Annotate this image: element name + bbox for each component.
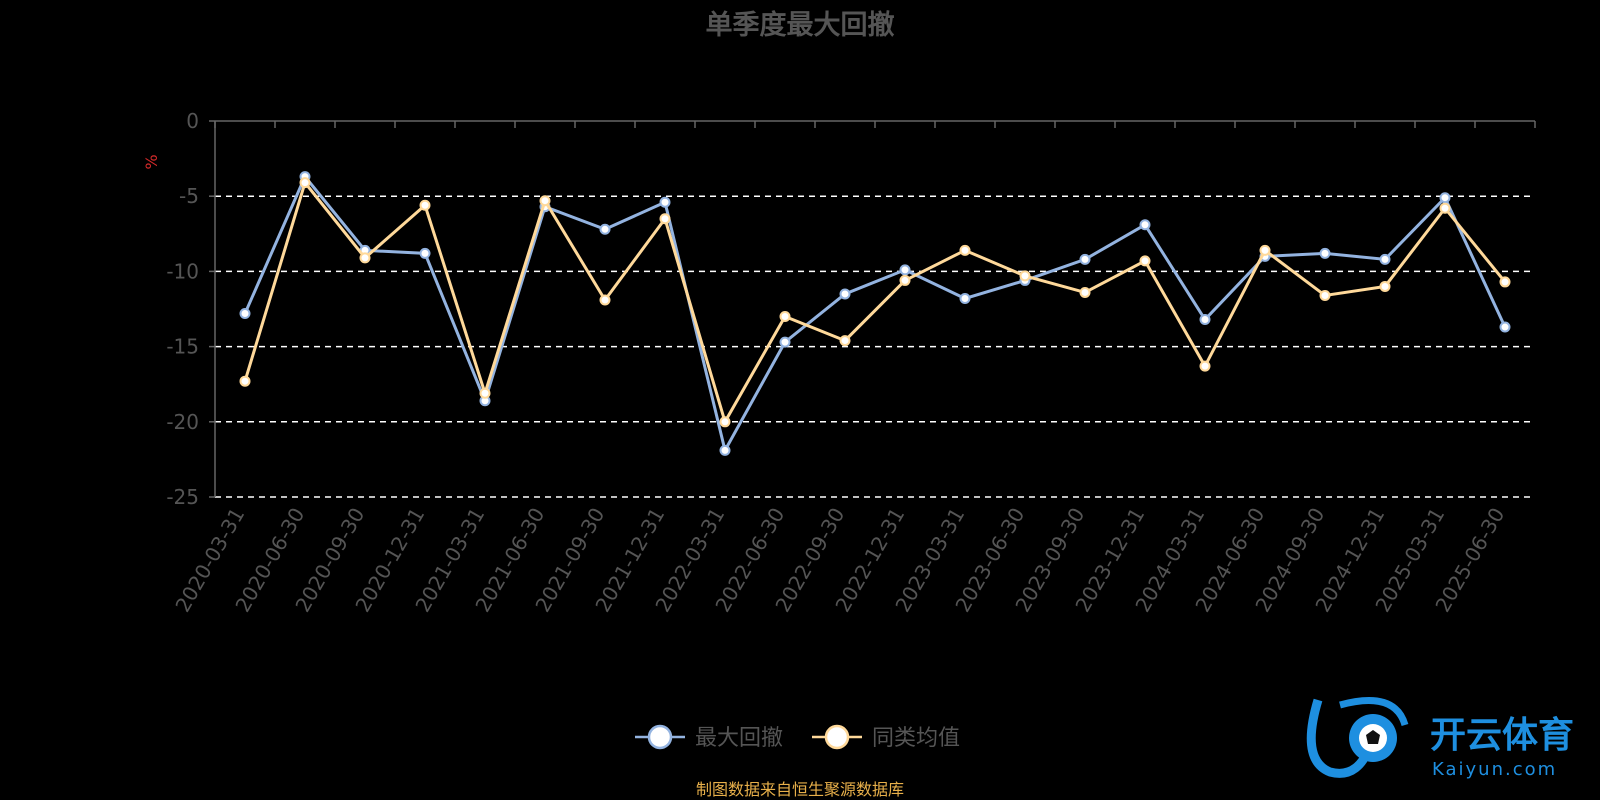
data-point [1019,270,1031,282]
legend-label: 同类均值 [872,726,960,751]
watermark-cn: 开云体育 [1430,715,1574,756]
data-point [959,292,971,304]
y-tick-label: -5 [179,184,199,208]
logo-ball-icon [1306,697,1409,778]
data-point [1499,276,1511,288]
y-tick-label: -10 [166,259,199,283]
legend-marker-icon [647,724,673,750]
series-1 [239,171,1511,456]
source-note: 制图数据来自恒生聚源数据库 [696,780,904,799]
data-point [1439,202,1451,214]
data-point [239,375,251,387]
series-line [243,173,1507,455]
data-point [599,223,611,235]
data-point [779,336,791,348]
data-point [1319,289,1331,301]
data-point [1139,219,1151,231]
data-point [959,244,971,256]
data-point [719,416,731,428]
data-point [839,335,851,347]
data-point [779,311,791,323]
y-axis-label: % [142,154,161,169]
data-point [1259,244,1271,256]
data-point [1499,321,1511,333]
data-point [719,444,731,456]
data-point [1079,286,1091,298]
data-point [659,213,671,225]
data-point [1379,280,1391,292]
data-point [1199,360,1211,372]
data-point [1439,192,1451,204]
data-point [659,196,671,208]
data-point [599,294,611,306]
chart-title: 单季度最大回撤 [706,9,895,41]
legend-label: 最大回撤 [695,726,783,751]
data-point [359,252,371,264]
legend-item[interactable]: 同类均值 [812,724,960,751]
data-point [839,288,851,300]
y-tick-label: 0 [186,109,199,133]
x-ticks: 2020-03-312020-06-302020-09-302020-12-31… [170,504,1509,617]
watermark-logo: 开云体育 Kaiyun.com [1306,697,1574,780]
y-tick-label: -20 [166,410,199,434]
data-point [899,264,911,276]
gridlines [215,195,1535,498]
data-point [419,199,431,211]
data-point [419,247,431,259]
data-point [1379,253,1391,265]
axes [209,120,1536,498]
legend-marker-icon [824,724,850,750]
y-tick-label: -25 [166,485,199,509]
series-2 [239,177,1511,428]
data-point [1199,314,1211,326]
data-point [479,387,491,399]
data-point [899,274,911,286]
series-layer [239,171,1511,456]
data-point [239,308,251,320]
y-ticks: 0 -5 -10 -15 -20 -25 [166,109,199,509]
watermark-en: Kaiyun.com [1432,759,1557,780]
data-point [1139,255,1151,267]
y-tick-label: -15 [166,335,199,359]
series-line [243,179,1507,426]
data-point [1079,253,1091,265]
data-point [1319,247,1331,259]
data-point [539,195,551,207]
legend-item[interactable]: 最大回撤 [635,724,783,751]
legend[interactable]: 最大回撤 同类均值 [635,724,960,751]
data-point [299,177,311,189]
